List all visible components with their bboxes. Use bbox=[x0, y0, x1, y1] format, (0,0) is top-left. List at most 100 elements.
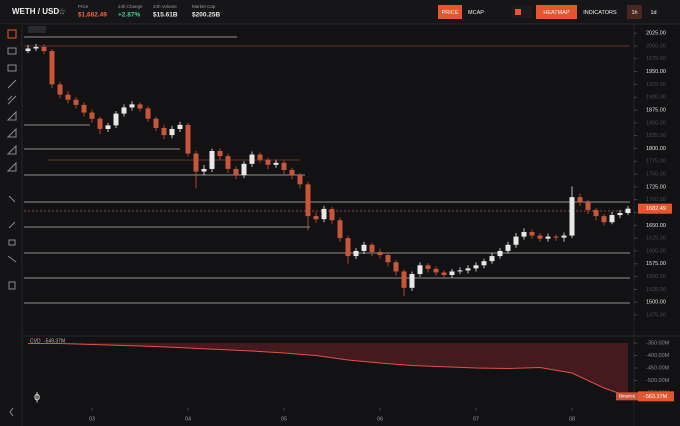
x-tick-label: 07 bbox=[473, 416, 479, 422]
tool-pattern[interactable] bbox=[6, 161, 17, 172]
y-minor-tick-label: 1925.00 bbox=[646, 82, 666, 88]
y-minor-tick-label: 1525.00 bbox=[646, 287, 666, 293]
button-label[interactable]: PRICE bbox=[442, 10, 459, 16]
plot: 2025.00 1950.00 1875.00 1800.00 1725.00 1650.… bbox=[25, 31, 674, 422]
candle-body bbox=[537, 235, 543, 239]
candle-body bbox=[425, 265, 431, 269]
x-tick-label: 06 bbox=[377, 416, 383, 422]
button-label[interactable]: INDICATORS bbox=[583, 10, 617, 16]
tool-collapse[interactable] bbox=[9, 407, 14, 417]
candle-body bbox=[105, 125, 111, 129]
candle-body bbox=[593, 209, 599, 217]
button-bg[interactable] bbox=[438, 5, 462, 19]
candle-body bbox=[401, 271, 407, 288]
y-minor-tick-label: 2000.00 bbox=[646, 43, 666, 49]
candle-body bbox=[57, 84, 63, 95]
y-tick-label: 1650.00 bbox=[646, 223, 666, 229]
candle-body bbox=[409, 274, 415, 288]
candle-body bbox=[329, 208, 335, 221]
x-tick-label: 08 bbox=[569, 416, 575, 422]
color-swatch bbox=[515, 9, 521, 15]
candle-body bbox=[545, 236, 551, 239]
candle-body bbox=[145, 108, 151, 119]
tool-channel[interactable] bbox=[7, 95, 17, 105]
candle-body bbox=[225, 156, 231, 169]
candle-body bbox=[153, 118, 159, 128]
y-minor-tick-label: 1550.00 bbox=[646, 274, 666, 280]
y-minor-tick-label: 1900.00 bbox=[646, 95, 666, 101]
candle-body bbox=[273, 162, 279, 165]
tool-line[interactable] bbox=[7, 47, 17, 55]
y-minor-tick-label: 1750.00 bbox=[646, 172, 666, 178]
button-label[interactable]: 1h bbox=[631, 10, 637, 16]
stat-label: Market Cap bbox=[192, 4, 216, 9]
y-tick-label: 2025.00 bbox=[646, 31, 666, 37]
candle-body bbox=[521, 231, 527, 237]
cvd-line bbox=[28, 343, 629, 397]
cvd-tick-label: -450.00M bbox=[646, 365, 670, 371]
candle-body bbox=[481, 261, 487, 266]
tool-trend[interactable] bbox=[7, 79, 17, 89]
cvd-tick-label: -400.00M bbox=[646, 353, 670, 359]
tool-hide[interactable] bbox=[7, 255, 17, 263]
stat-label: 24h Volume bbox=[153, 4, 177, 9]
candle-body bbox=[297, 175, 303, 185]
candle-body bbox=[385, 255, 391, 263]
candle-body bbox=[97, 118, 103, 129]
candle-body bbox=[569, 197, 575, 236]
candle-body bbox=[49, 51, 55, 85]
tool-cursor[interactable] bbox=[7, 29, 17, 39]
candle-body bbox=[577, 197, 583, 203]
candle-body bbox=[169, 128, 175, 136]
candle-body bbox=[289, 169, 295, 176]
collapse-btn[interactable] bbox=[28, 26, 46, 33]
y-minor-tick-label: 1975.00 bbox=[646, 56, 666, 62]
y-minor-tick-label: 1775.00 bbox=[646, 159, 666, 165]
candle-body bbox=[553, 236, 559, 238]
level-lines bbox=[24, 36, 630, 304]
candle-body bbox=[369, 244, 375, 252]
button-label[interactable]: MCAP bbox=[468, 10, 484, 16]
button-bg[interactable] bbox=[536, 5, 577, 19]
candle-body bbox=[505, 244, 511, 251]
stats: Price $1,682.49 24h Change +2.87% 24h Volume… bbox=[78, 4, 220, 19]
tool-ray[interactable] bbox=[7, 64, 17, 72]
button-label[interactable]: 1d bbox=[650, 10, 656, 16]
tool-strip bbox=[0, 24, 22, 426]
tool-fib[interactable] bbox=[6, 110, 17, 121]
candle-body bbox=[561, 235, 567, 238]
button-label[interactable]: HEATMAP bbox=[543, 10, 570, 16]
candle-body bbox=[473, 265, 479, 269]
candle-body bbox=[121, 107, 127, 114]
tool-trash[interactable] bbox=[8, 281, 16, 290]
star-icon[interactable]: ☆ bbox=[58, 6, 66, 16]
candle-body bbox=[41, 46, 47, 52]
candle-body bbox=[377, 251, 383, 256]
cvd-tick-label: -350.00M bbox=[646, 340, 670, 346]
candle-body bbox=[241, 163, 247, 176]
tool-lock[interactable] bbox=[8, 239, 16, 246]
tool-brush[interactable] bbox=[8, 221, 16, 229]
stat-value: $200.25B bbox=[192, 12, 220, 19]
x-tick-label: 04 bbox=[185, 416, 191, 422]
tool-shape[interactable] bbox=[6, 144, 17, 155]
exchange-label: Binance bbox=[619, 394, 636, 399]
candle-body bbox=[257, 154, 263, 160]
candle-body bbox=[625, 208, 631, 214]
candle-body bbox=[33, 46, 39, 49]
candle-body bbox=[529, 231, 535, 236]
candle-body bbox=[337, 220, 343, 239]
y-tick-label: 1950.00 bbox=[646, 69, 666, 75]
candle-body bbox=[433, 268, 439, 273]
pair-name: WETH / USD bbox=[12, 7, 59, 16]
candle-body bbox=[113, 113, 119, 126]
candle-body bbox=[609, 215, 615, 223]
cvd-last-label: -563.37M bbox=[644, 394, 668, 400]
candle-body bbox=[137, 104, 143, 109]
tool-measure[interactable] bbox=[8, 195, 16, 203]
button-bg[interactable] bbox=[627, 5, 642, 19]
y-minor-tick-label: 1475.00 bbox=[646, 312, 666, 318]
y-minor-tick-label: 1825.00 bbox=[646, 133, 666, 139]
tool-pitch[interactable] bbox=[6, 127, 17, 138]
